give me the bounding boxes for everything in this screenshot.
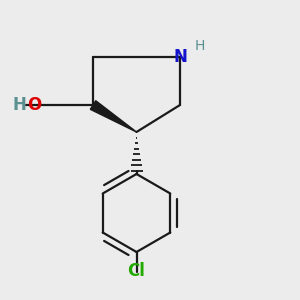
Text: Cl: Cl — [128, 262, 146, 280]
Polygon shape — [90, 101, 136, 132]
Text: H: H — [13, 96, 27, 114]
Text: O: O — [27, 96, 41, 114]
Text: N: N — [173, 48, 187, 66]
Text: H: H — [194, 40, 205, 53]
